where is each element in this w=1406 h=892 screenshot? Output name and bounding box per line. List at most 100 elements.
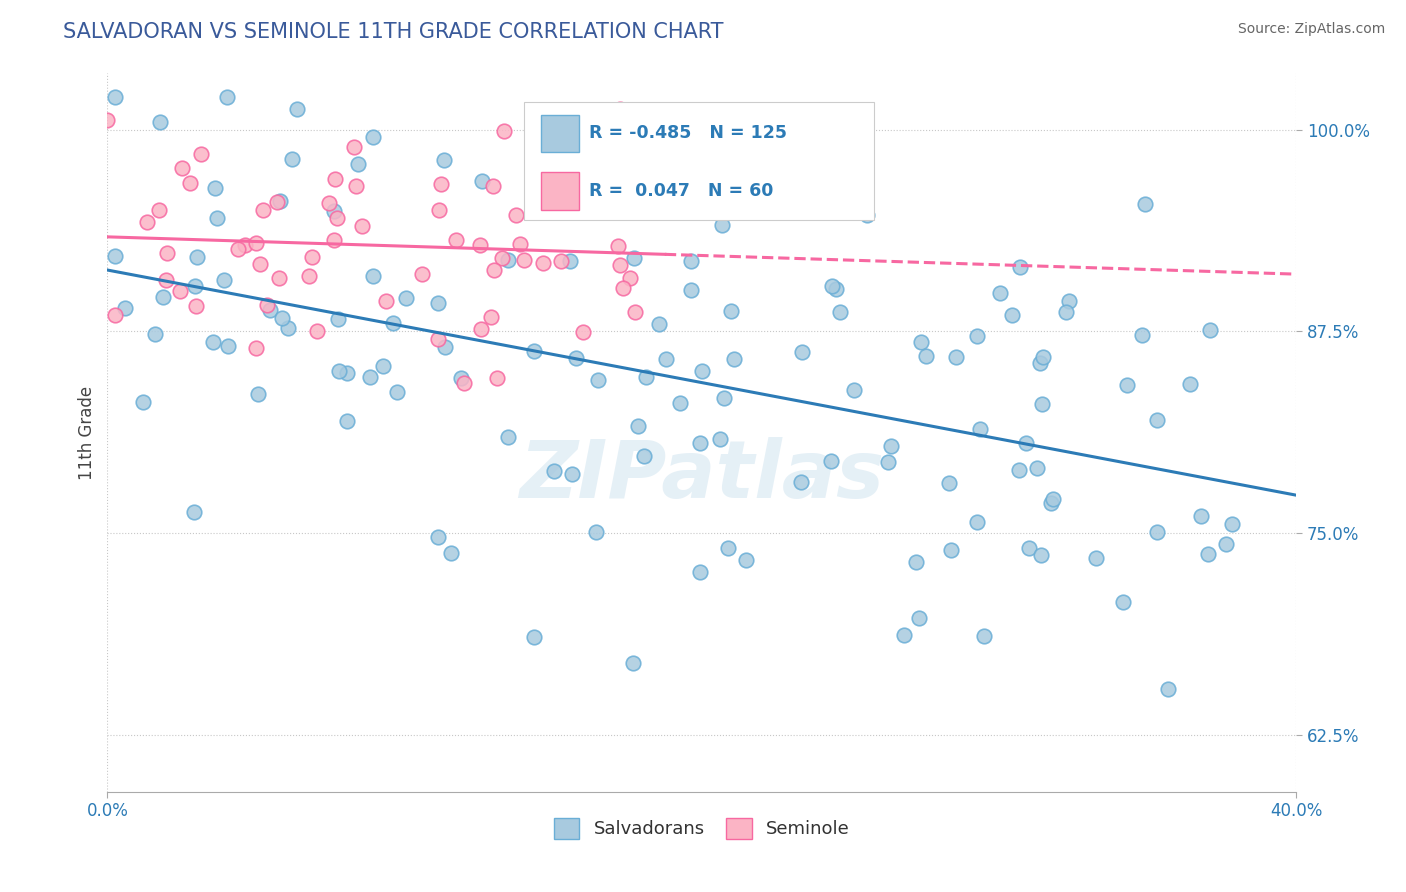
Point	[169, 284, 191, 298]
Point	[690, 364, 713, 378]
Point	[856, 208, 879, 222]
Point	[561, 467, 583, 482]
Point	[186, 250, 208, 264]
Point	[352, 219, 374, 233]
Point	[543, 464, 565, 478]
Point	[328, 363, 350, 377]
Point	[966, 515, 988, 529]
Point	[215, 90, 238, 104]
Point	[361, 130, 384, 145]
Point	[607, 239, 630, 253]
Point	[1111, 595, 1133, 609]
Point	[479, 310, 502, 325]
Point	[654, 351, 676, 366]
FancyBboxPatch shape	[541, 115, 579, 152]
Point	[565, 155, 588, 169]
Point	[114, 301, 136, 315]
Point	[361, 269, 384, 284]
Point	[648, 317, 671, 331]
Point	[496, 430, 519, 444]
Point	[1029, 356, 1052, 370]
Point	[1042, 492, 1064, 507]
Point	[509, 236, 531, 251]
Point	[523, 630, 546, 644]
Point	[249, 257, 271, 271]
Point	[245, 235, 267, 250]
Point	[905, 555, 928, 569]
Point	[427, 295, 450, 310]
Point	[560, 254, 582, 268]
Point	[1025, 461, 1047, 475]
Point	[1130, 327, 1153, 342]
Point	[104, 308, 127, 322]
Point	[204, 180, 226, 194]
Point	[513, 253, 536, 268]
Point	[228, 242, 250, 256]
Point	[285, 102, 308, 116]
Point	[914, 349, 936, 363]
Point	[711, 218, 734, 232]
Point	[1215, 537, 1237, 551]
Point	[1220, 517, 1243, 532]
Point	[623, 251, 645, 265]
Point	[381, 317, 404, 331]
Point	[246, 386, 269, 401]
Point	[492, 123, 515, 137]
Point	[430, 177, 453, 191]
Point	[619, 271, 641, 285]
Point	[1029, 548, 1052, 562]
Point	[344, 179, 367, 194]
Point	[343, 140, 366, 154]
Point	[792, 345, 814, 359]
Point	[269, 271, 291, 285]
Text: R = -0.485   N = 125: R = -0.485 N = 125	[589, 124, 787, 143]
Point	[609, 102, 631, 116]
Point	[104, 249, 127, 263]
FancyBboxPatch shape	[523, 102, 875, 220]
Point	[155, 273, 177, 287]
Point	[973, 629, 995, 643]
Point	[450, 370, 472, 384]
Point	[505, 208, 527, 222]
Point	[245, 342, 267, 356]
Point	[820, 454, 842, 468]
Point	[939, 543, 962, 558]
Point	[988, 285, 1011, 300]
Point	[277, 321, 299, 335]
Point	[723, 352, 745, 367]
Text: R =  0.047   N = 60: R = 0.047 N = 60	[589, 182, 773, 200]
Text: ZIPatlas: ZIPatlas	[519, 436, 884, 515]
Point	[713, 391, 735, 405]
Point	[149, 115, 172, 129]
Point	[183, 505, 205, 519]
Point	[498, 253, 520, 268]
Point	[266, 194, 288, 209]
Point	[969, 422, 991, 436]
Point	[184, 278, 207, 293]
Point	[585, 525, 607, 540]
Point	[1178, 377, 1201, 392]
Point	[186, 299, 208, 313]
Point	[1015, 435, 1038, 450]
Point	[558, 171, 581, 186]
Point	[735, 553, 758, 567]
Point	[828, 305, 851, 319]
Point	[612, 281, 634, 295]
Point	[156, 246, 179, 260]
Point	[301, 250, 323, 264]
Point	[565, 351, 588, 365]
Point	[136, 214, 159, 228]
Point	[689, 565, 711, 579]
Point	[679, 254, 702, 268]
Point	[252, 202, 274, 217]
Point	[609, 258, 631, 272]
Point	[1039, 496, 1062, 510]
Point	[482, 262, 505, 277]
Point	[709, 432, 731, 446]
Point	[336, 414, 359, 428]
Point	[326, 211, 349, 226]
Point	[844, 383, 866, 397]
Point	[453, 376, 475, 390]
Point	[531, 256, 554, 270]
Y-axis label: 11th Grade: 11th Grade	[79, 385, 96, 480]
